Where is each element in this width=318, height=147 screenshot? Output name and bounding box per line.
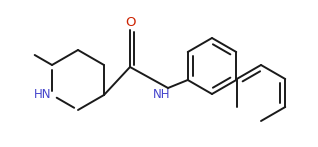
Text: NH: NH <box>153 87 171 101</box>
Text: HN: HN <box>34 88 52 101</box>
Text: O: O <box>125 16 135 30</box>
